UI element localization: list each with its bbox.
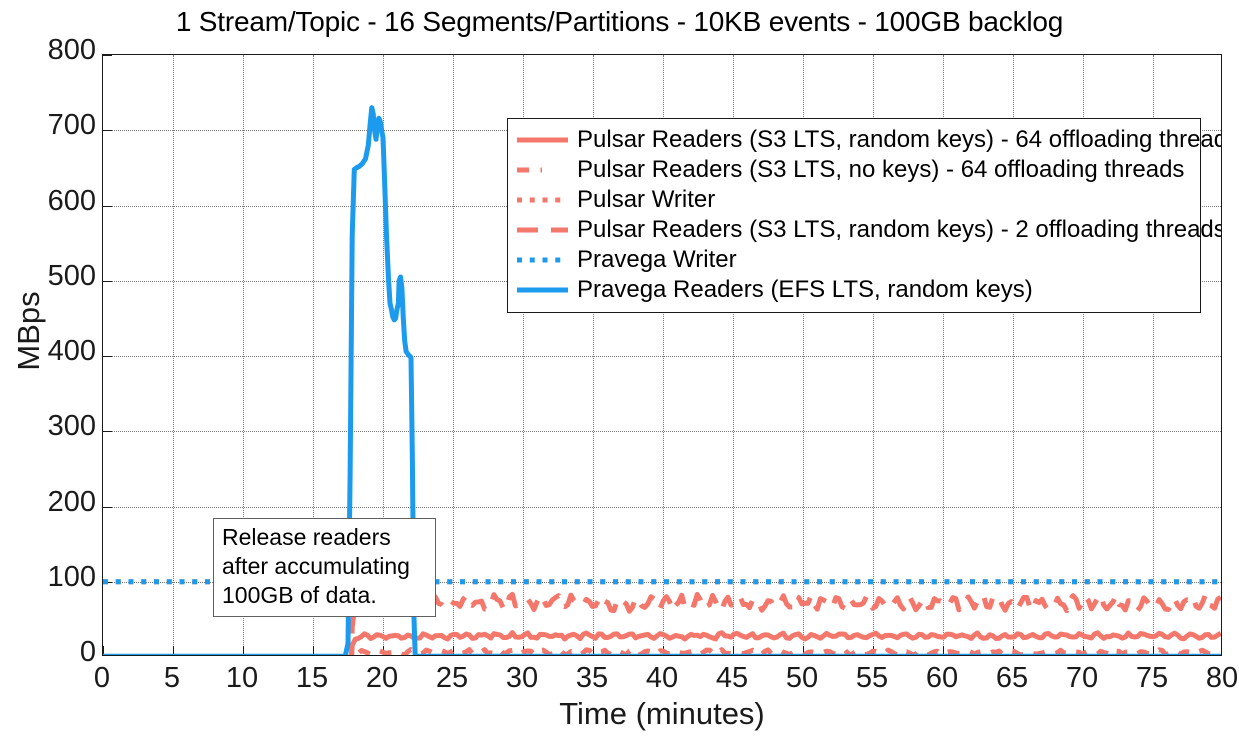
x-tick-label: 40 <box>645 662 679 694</box>
gridline-vertical <box>453 55 454 655</box>
x-tick-mark <box>173 646 174 655</box>
legend: Pulsar Readers (S3 LTS, random keys) - 6… <box>507 118 1221 313</box>
legend-line-swatch-icon <box>516 216 570 244</box>
y-tick-label: 500 <box>47 259 96 292</box>
legend-item-label: Pulsar Readers (S3 LTS, random keys) - 2… <box>577 216 1222 243</box>
y-tick-label: 100 <box>47 560 96 593</box>
x-tick-mark <box>593 646 594 655</box>
gridline-vertical <box>243 55 244 655</box>
x-tick-label: 50 <box>785 662 819 694</box>
gridline-vertical <box>1083 55 1084 655</box>
y-tick-mark <box>103 280 112 282</box>
x-tick-label: 55 <box>855 662 889 694</box>
gridline-horizontal <box>103 506 1221 508</box>
x-tick-label: 5 <box>163 662 181 694</box>
legend-item-label: Pulsar Readers (S3 LTS, random keys) - 6… <box>577 126 1222 153</box>
series-line <box>103 630 1221 655</box>
y-tick-label: 400 <box>47 335 96 367</box>
x-tick-label: 45 <box>715 662 749 694</box>
legend-item-label: Pravega Writer <box>577 246 737 273</box>
x-tick-label: 30 <box>505 662 539 694</box>
x-tick-label: 20 <box>365 662 399 694</box>
legend-item-label: Pravega Readers (EFS LTS, random keys) <box>577 276 1033 303</box>
legend-item-label: Pulsar Readers (S3 LTS, no keys) - 64 of… <box>577 156 1185 183</box>
legend-line-swatch-icon <box>516 156 570 184</box>
legend-line-swatch-icon <box>516 186 570 214</box>
y-tick-mark <box>103 431 112 433</box>
chart-title: 1 Stream/Topic - 16 Segments/Partitions … <box>175 6 1064 37</box>
legend-item[interactable]: Pulsar Readers (S3 LTS, random keys) - 2… <box>516 215 1221 245</box>
gridline-vertical <box>663 55 664 655</box>
plot-area: Release readers after accumulating 100GB… <box>102 54 1222 656</box>
x-tick-mark <box>1083 646 1084 655</box>
x-tick-label: 0 <box>93 662 111 694</box>
series-line <box>103 105 1221 655</box>
x-tick-mark <box>453 646 454 655</box>
x-tick-mark <box>103 646 104 655</box>
x-tick-mark <box>943 646 944 655</box>
x-tick-label: 35 <box>575 662 609 694</box>
x-tick-label: 15 <box>295 662 329 694</box>
gridline-vertical <box>383 55 384 655</box>
gridline-vertical <box>173 55 174 655</box>
gridline-vertical <box>593 55 594 655</box>
gridline-horizontal <box>103 581 1221 583</box>
annotation-line-2: after accumulating <box>222 553 410 579</box>
x-tick-label: 10 <box>225 662 259 694</box>
annotation-line-1: Release readers <box>222 524 391 550</box>
legend-item[interactable]: Pulsar Readers (S3 LTS, random keys) - 6… <box>516 125 1221 155</box>
gridline-vertical <box>313 55 314 655</box>
gridline-vertical <box>943 55 944 655</box>
gridline-vertical <box>523 55 524 655</box>
annotation-line-3: 100GB of data. <box>222 582 377 608</box>
y-tick-label: 0 <box>79 636 96 668</box>
legend-item[interactable]: Pulsar Readers (S3 LTS, no keys) - 64 of… <box>516 155 1192 185</box>
x-tick-mark <box>803 646 804 655</box>
legend-line-swatch-icon <box>516 246 570 274</box>
gridline-horizontal <box>103 356 1221 357</box>
y-tick-mark <box>103 506 112 508</box>
x-tick-label: 75 <box>1135 662 1169 694</box>
x-tick-label: 65 <box>995 662 1029 694</box>
x-tick-label: 25 <box>435 662 469 694</box>
x-tick-label: 80 <box>1205 662 1239 694</box>
gridline-vertical <box>803 55 804 655</box>
y-tick-mark <box>103 55 112 56</box>
y-tick-mark <box>103 356 112 357</box>
gridline-vertical <box>733 55 734 655</box>
legend-line-swatch-icon <box>516 276 570 304</box>
gridline-vertical <box>1013 55 1014 655</box>
gridline-vertical <box>1153 55 1154 655</box>
legend-item-label: Pulsar Writer <box>577 186 716 213</box>
series-line <box>103 647 1221 655</box>
y-tick-mark <box>103 130 112 132</box>
x-tick-mark <box>1153 646 1154 655</box>
x-tick-label: 60 <box>925 662 959 694</box>
x-axis-title: Time (minutes) <box>559 696 765 731</box>
legend-item[interactable]: Pulsar Writer <box>516 185 1192 215</box>
x-tick-mark <box>243 646 244 655</box>
legend-line-swatch-icon <box>516 126 570 154</box>
y-tick-label: 200 <box>47 485 96 518</box>
x-tick-label: 70 <box>1065 662 1099 694</box>
gridline-vertical <box>873 55 874 655</box>
annotation-release-readers: Release readers after accumulating 100GB… <box>213 518 436 617</box>
x-tick-mark <box>313 646 314 655</box>
y-tick-label: 300 <box>47 410 96 443</box>
y-tick-label: 600 <box>47 184 96 217</box>
series-lines <box>103 105 1221 655</box>
series-line <box>103 591 1221 655</box>
y-tick-mark <box>103 205 112 207</box>
legend-item[interactable]: Pravega Writer <box>516 245 1192 275</box>
y-tick-label: 700 <box>47 109 96 142</box>
legend-item[interactable]: Pravega Readers (EFS LTS, random keys) <box>516 275 1192 305</box>
x-tick-mark <box>733 646 734 655</box>
gridline-horizontal <box>103 431 1221 433</box>
y-tick-label: 800 <box>47 34 96 66</box>
